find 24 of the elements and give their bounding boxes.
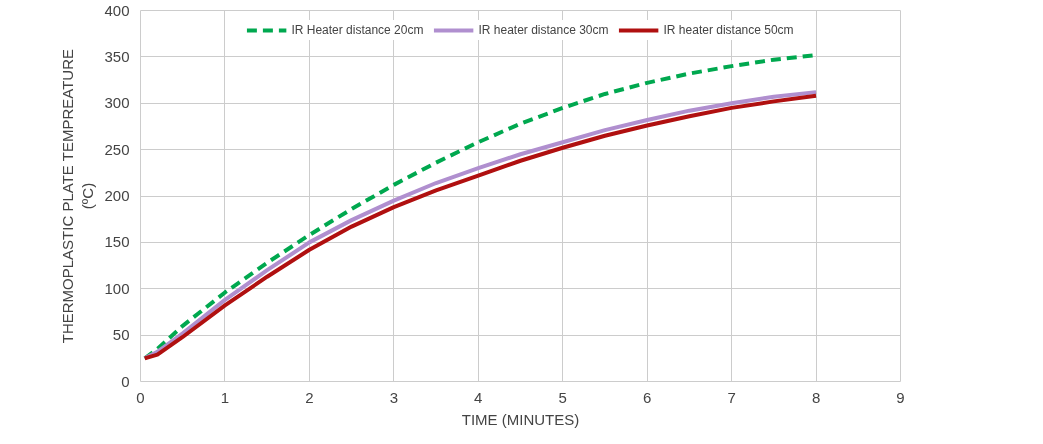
- x-tick-label: 9: [896, 388, 905, 406]
- legend-label: IR heater distance 30cm: [478, 23, 609, 37]
- y-tick-label: 350: [104, 47, 130, 65]
- x-tick-label: 3: [389, 388, 399, 406]
- x-tick-label: 4: [474, 388, 483, 406]
- x-tick-label: 5: [558, 388, 567, 406]
- y-tick-label: 0: [121, 372, 130, 390]
- y-tick-label: 400: [104, 1, 130, 19]
- legend-label: IR Heater distance 20cm: [291, 23, 424, 37]
- legend-label: IR heater distance 50cm: [663, 23, 794, 37]
- x-tick-label: 6: [643, 388, 652, 406]
- x-tick-label: 1: [220, 388, 230, 406]
- y-tick-label: 300: [104, 94, 130, 112]
- y-axis-title: THERMOPLASTIC PLATE TEMPREATURE (ºC): [59, 49, 97, 344]
- x-tick-label: 2: [305, 388, 314, 406]
- x-axis-title: TIME (MINUTES): [461, 410, 580, 428]
- y-tick-label: 50: [112, 326, 130, 344]
- x-tick-label: 7: [727, 388, 736, 406]
- x-tick-label: 8: [811, 388, 821, 406]
- x-tick-label: 0: [136, 388, 145, 406]
- y-tick-label: 100: [104, 279, 130, 297]
- y-tick-label: 150: [104, 233, 130, 251]
- y-tick-label: 200: [104, 187, 130, 204]
- y-tick-label: 250: [104, 140, 130, 158]
